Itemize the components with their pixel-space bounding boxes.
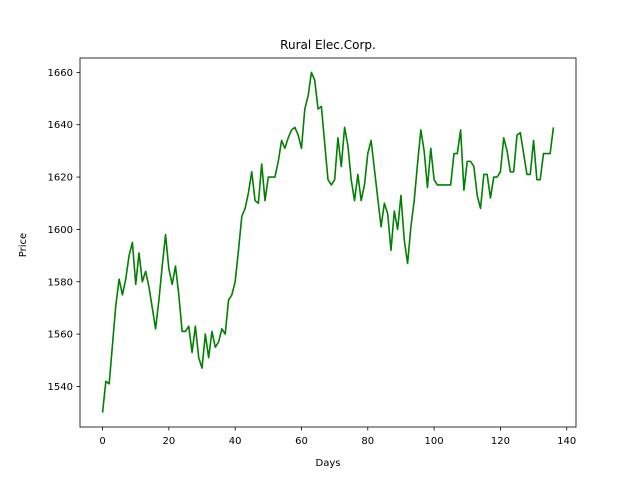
y-axis-title: Price: [18, 233, 29, 257]
y-axis-ticks: 1540 1560 1580 1600 1620 1640 1660: [48, 68, 80, 393]
x-tick-label: 80: [361, 436, 374, 447]
y-tick-label: 1640: [48, 120, 73, 131]
plot-frame: [79, 57, 577, 428]
x-axis-ticks: 0 20 40 60 80 100 120 140: [99, 427, 576, 447]
series-line-price: [101, 71, 555, 413]
x-tick-label: 0: [99, 436, 105, 447]
x-tick-label: 40: [229, 436, 242, 447]
y-tick-label: 1660: [48, 68, 73, 79]
y-tick-label: 1600: [48, 225, 73, 236]
chart-title: Rural Elec.Corp.: [280, 38, 376, 52]
y-tick-label: 1560: [48, 330, 73, 341]
x-tick-label: 140: [557, 436, 576, 447]
y-tick-label: 1580: [48, 277, 73, 288]
y-tick-label: 1620: [48, 173, 73, 184]
x-tick-label: 20: [162, 436, 175, 447]
x-tick-label: 120: [491, 436, 510, 447]
x-tick-label: 60: [295, 436, 308, 447]
y-tick-label: 1540: [48, 382, 73, 393]
x-axis-title: Days: [316, 458, 341, 469]
x-tick-label: 100: [425, 436, 444, 447]
